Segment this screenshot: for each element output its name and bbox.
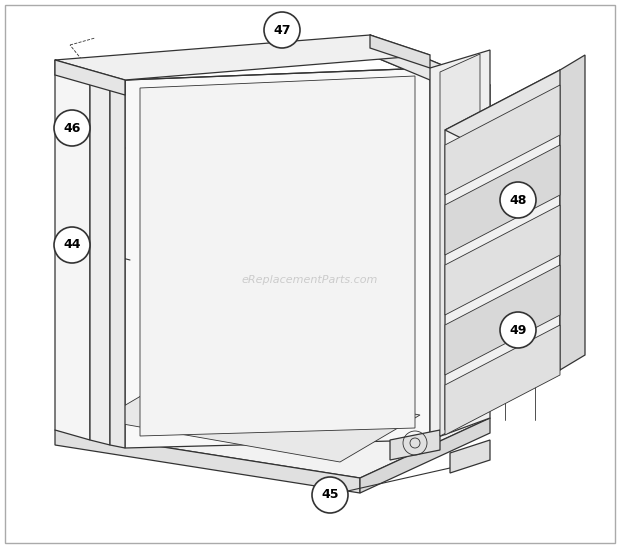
Text: 46: 46 xyxy=(63,122,81,134)
Text: eReplacementParts.com: eReplacementParts.com xyxy=(242,275,378,285)
Circle shape xyxy=(500,182,536,218)
Polygon shape xyxy=(55,60,90,440)
Polygon shape xyxy=(370,35,490,105)
Circle shape xyxy=(54,227,90,263)
Polygon shape xyxy=(90,70,110,445)
Polygon shape xyxy=(445,145,560,255)
Polygon shape xyxy=(430,50,490,440)
Polygon shape xyxy=(125,68,430,448)
Text: 48: 48 xyxy=(509,193,526,207)
Polygon shape xyxy=(440,54,480,436)
Polygon shape xyxy=(445,325,560,435)
Text: 49: 49 xyxy=(509,323,526,336)
Text: 47: 47 xyxy=(273,24,291,37)
Polygon shape xyxy=(140,76,415,436)
Polygon shape xyxy=(55,430,360,493)
Polygon shape xyxy=(55,370,490,478)
Text: 45: 45 xyxy=(321,488,339,501)
Polygon shape xyxy=(110,75,125,448)
Polygon shape xyxy=(445,70,580,140)
Circle shape xyxy=(312,477,348,513)
Polygon shape xyxy=(360,418,490,493)
Polygon shape xyxy=(445,70,560,430)
Polygon shape xyxy=(390,430,440,460)
Circle shape xyxy=(54,110,90,146)
Polygon shape xyxy=(445,205,560,315)
Polygon shape xyxy=(55,60,125,95)
Text: 44: 44 xyxy=(63,238,81,252)
Polygon shape xyxy=(100,373,420,462)
Polygon shape xyxy=(445,85,560,195)
Polygon shape xyxy=(450,440,490,473)
Polygon shape xyxy=(55,35,430,80)
Polygon shape xyxy=(445,265,560,375)
Polygon shape xyxy=(560,55,585,370)
Circle shape xyxy=(500,312,536,348)
Polygon shape xyxy=(370,35,430,68)
Circle shape xyxy=(264,12,300,48)
